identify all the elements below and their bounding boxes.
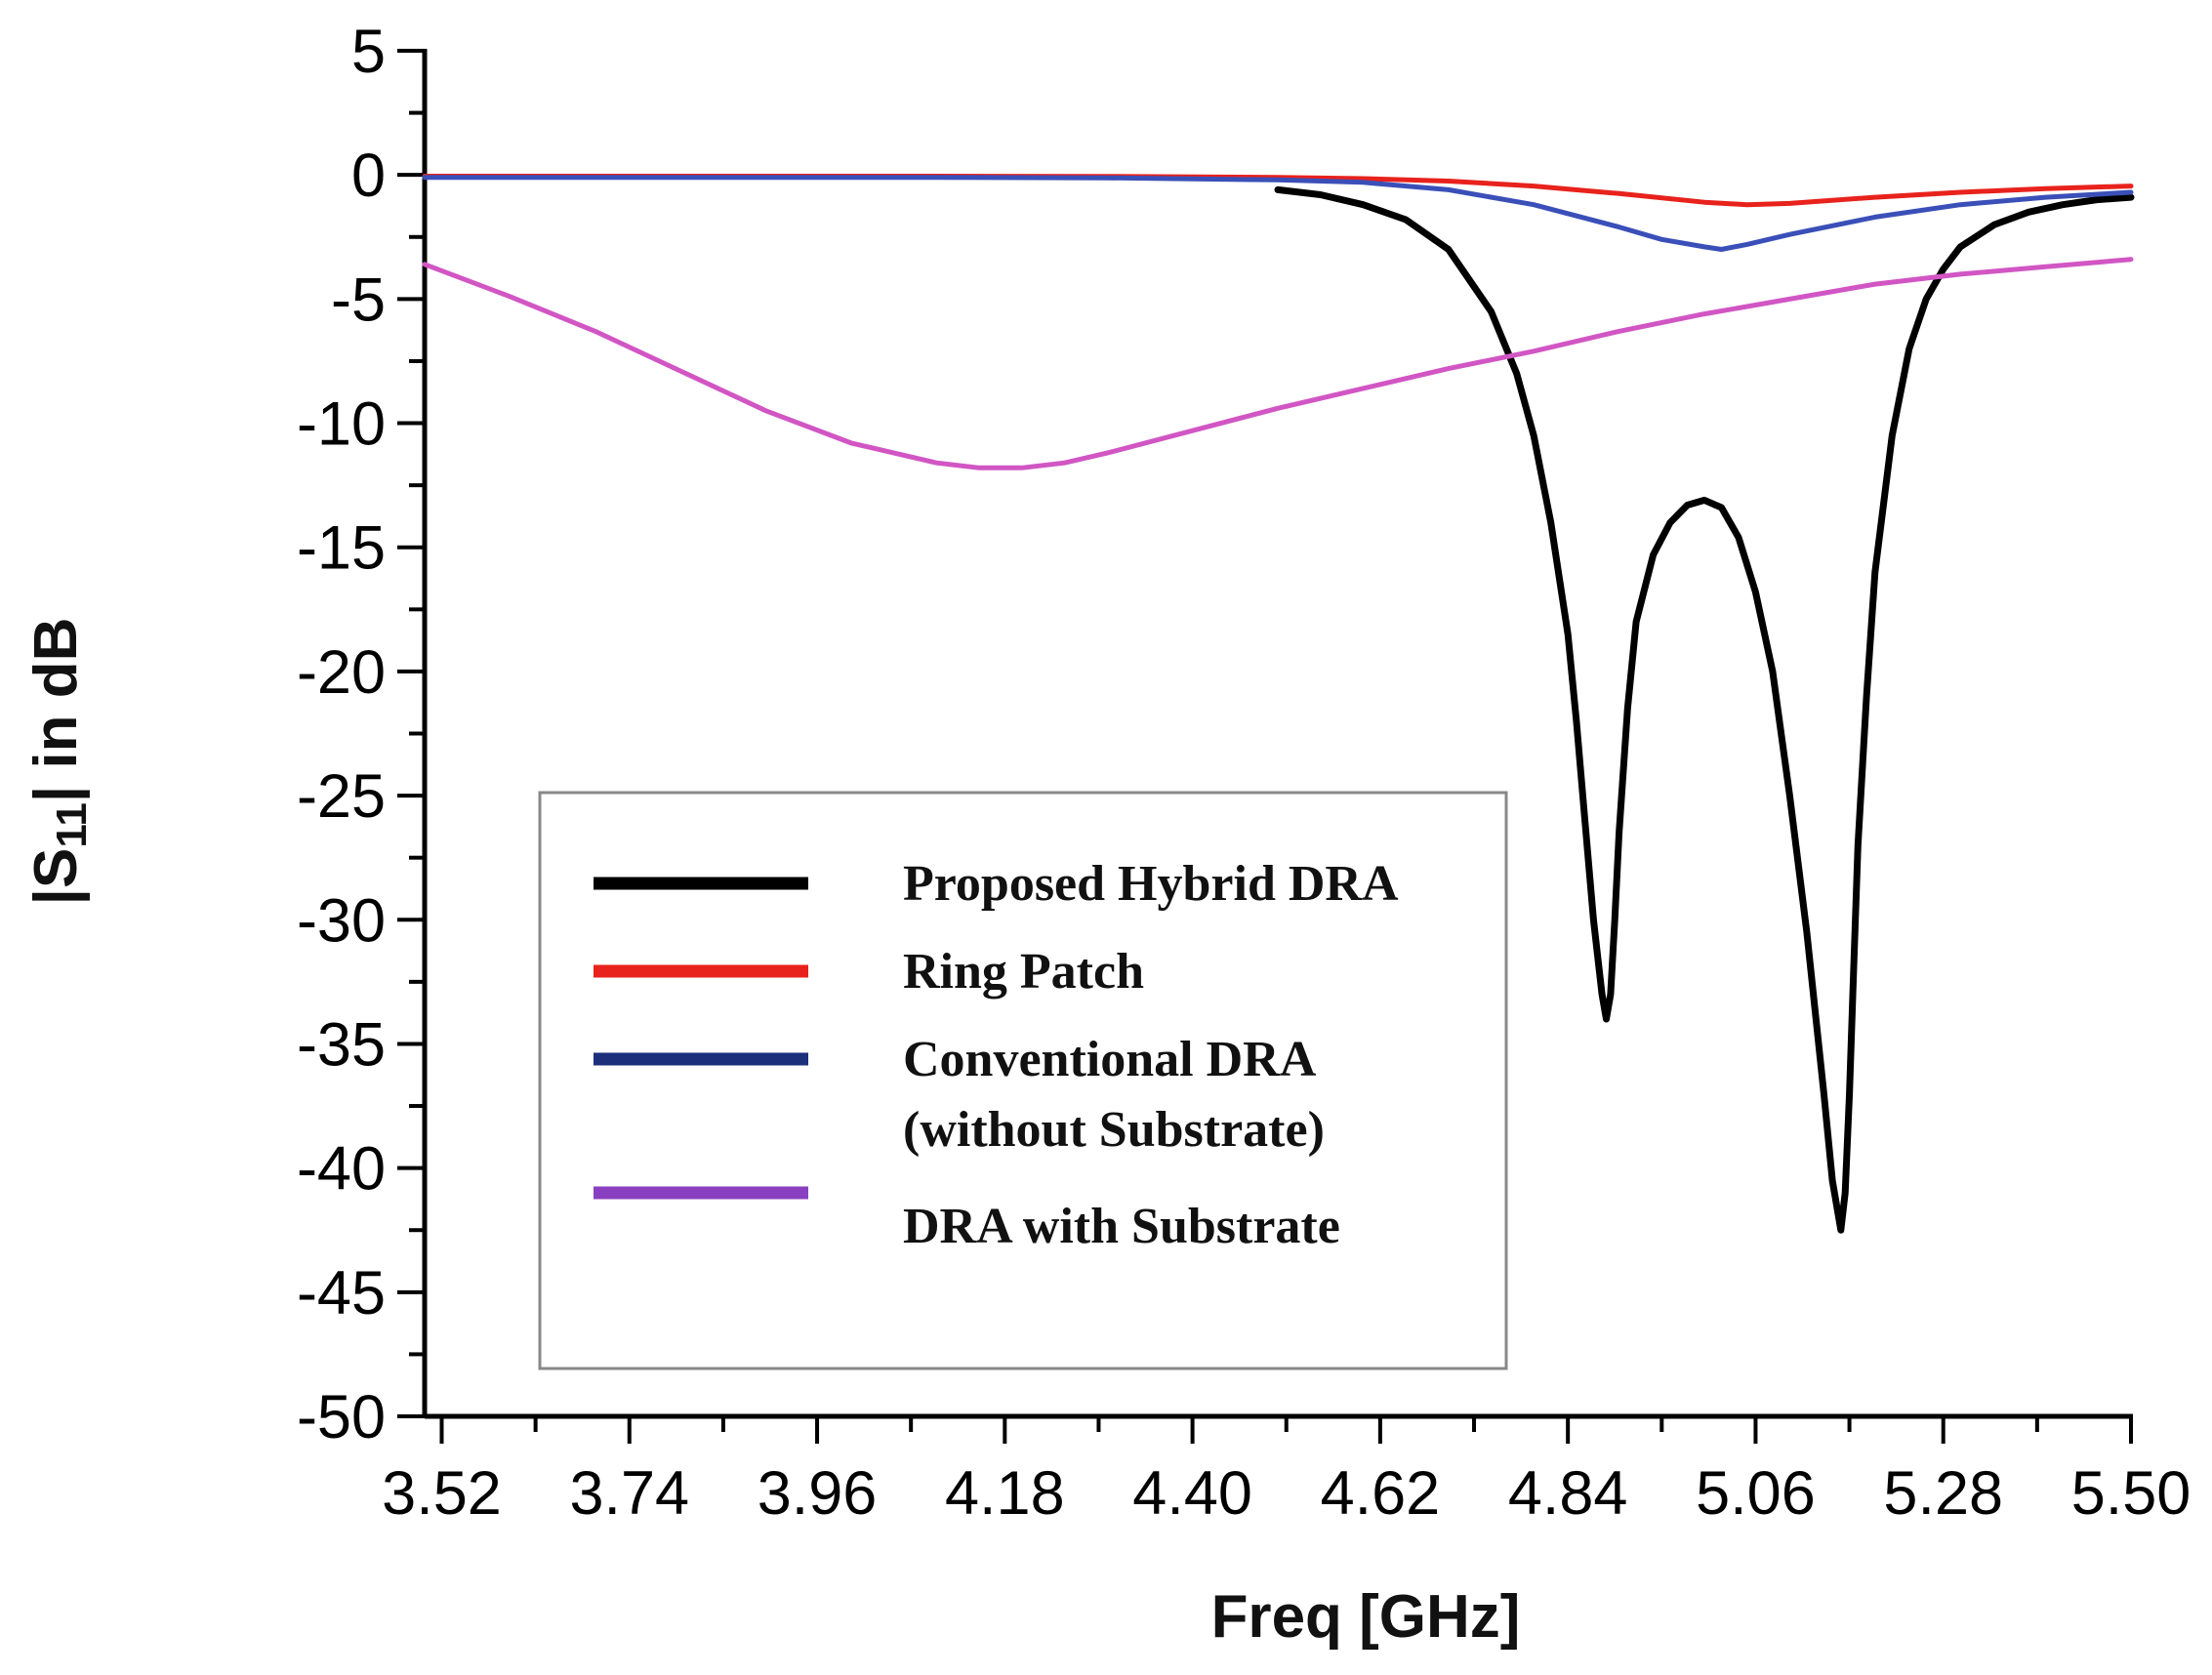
y-tick-label: -20 [297, 638, 386, 707]
x-tick-label: 4.84 [1508, 1459, 1628, 1528]
x-tick-label: 3.74 [569, 1459, 689, 1528]
legend-label-4: DRA with Substrate [903, 1199, 1340, 1254]
x-tick-label: 5.28 [1883, 1459, 2003, 1528]
y-tick-label: -45 [297, 1259, 386, 1328]
x-tick-label: 3.52 [382, 1459, 502, 1528]
y-tick-label: -40 [297, 1135, 386, 1204]
y-tick-label: -5 [331, 266, 386, 334]
axis-titles: Freq [GHz] |S11| in dB [22, 618, 1520, 1651]
series-line-3 [422, 175, 2134, 252]
legend-label-1: Proposed Hybrid DRA [903, 856, 1399, 912]
y-tick-label: -25 [297, 762, 386, 831]
x-tick-label: 3.96 [758, 1459, 878, 1528]
series-lines [422, 174, 2135, 1234]
legend-label-2: Ring Patch [903, 944, 1144, 1000]
x-tick-label: 4.18 [945, 1459, 1065, 1528]
y-tick-label: -15 [297, 514, 386, 583]
ticks: 5 0 -5 -10 -15 -20 -25 -30 -35 -40 -45 -50 3.52 3.74 3… [297, 18, 2191, 1528]
series-line-1 [1274, 185, 2135, 1234]
legend-label-3: (without Substrate) [903, 1102, 1325, 1158]
y-tick-label: -35 [297, 1010, 386, 1079]
x-tick-label: 4.62 [1321, 1459, 1441, 1528]
x-tick-label: 5.06 [1696, 1459, 1816, 1528]
y-axis-title: |S11| in dB [22, 618, 96, 906]
y-tick-label: 5 [351, 18, 386, 86]
series-line-4 [422, 257, 2134, 470]
x-axis-title: Freq [GHz] [1211, 1583, 1521, 1651]
legend: Proposed Hybrid DRA Ring Patch Conventiona… [538, 791, 1508, 1370]
x-tick-label: 4.40 [1132, 1459, 1252, 1528]
y-tick-label: -30 [297, 886, 386, 955]
x-tick-label: 5.50 [2071, 1459, 2192, 1528]
y-tick-label: -50 [297, 1383, 386, 1451]
legend-label-3: Conventional DRA [903, 1032, 1317, 1087]
y-tick-label: 0 [351, 142, 386, 210]
y-tick-label: -10 [297, 390, 386, 459]
